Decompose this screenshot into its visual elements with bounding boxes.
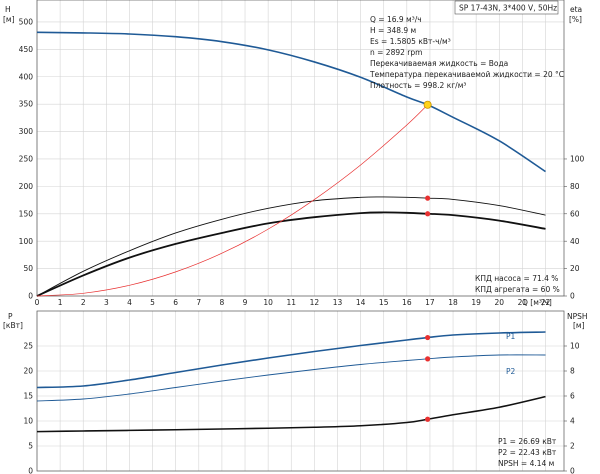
top-plot-frame xyxy=(36,0,565,297)
top-info-block: Q = 16.9 м³/ч H = 348.9 м Es = 1.5805 кВ… xyxy=(369,15,564,90)
top-x-tick-17: 17 xyxy=(425,298,435,307)
bottom-plot-frame xyxy=(36,310,565,472)
chart-title: SP 17-43N, 3*400 V, 50Hz xyxy=(459,4,557,13)
bottom-right-axis-label: NPSH xyxy=(567,312,588,321)
bottom-right-tick-6: 6 xyxy=(570,392,575,401)
top-right-tick-80: 80 xyxy=(570,182,580,191)
duty-point-marker xyxy=(423,100,432,109)
top-x-tick-6: 6 xyxy=(173,298,178,307)
info-p1: P1 = 26.69 кВт xyxy=(498,437,557,446)
chart-title-box xyxy=(454,0,559,15)
info-unit-efficiency: КПД агрегата = 60 % xyxy=(475,285,560,294)
bottom-operating-point-0 xyxy=(425,334,431,341)
series-label-p1: P1 xyxy=(506,332,516,341)
info-temperature: Температура перекачиваемой жидкости = 20… xyxy=(369,70,564,79)
axis-ticks: 0 1 2 3 4 5 6 7 8 9 10 11 12 13 14 15 16 17 18 19 20 21 220501… xyxy=(19,18,585,474)
top-right-axis-unit: [%] xyxy=(569,15,582,24)
top-left-tick-100: 100 xyxy=(19,237,34,246)
operating-points xyxy=(423,100,432,422)
info-liquid: Перекачиваемая жидкость = Вода xyxy=(370,59,508,68)
bottom-right-tick-4: 4 xyxy=(570,417,575,426)
top-series-eta-pump xyxy=(36,196,546,297)
top-left-tick-300: 300 xyxy=(19,127,34,136)
bottom-left-tick-0: 0 xyxy=(28,467,33,474)
bottom-series-p2 xyxy=(36,354,546,402)
top-x-tick-16: 16 xyxy=(402,298,412,307)
bottom-right-tick-8: 8 xyxy=(570,367,575,376)
bottom-left-tick-10: 10 xyxy=(23,417,33,426)
top-right-tick-20: 20 xyxy=(570,264,580,273)
top-x-tick-7: 7 xyxy=(196,298,201,307)
top-x-tick-14: 14 xyxy=(356,298,366,307)
bottom-operating-point-1 xyxy=(425,356,431,362)
top-left-axis-label: H xyxy=(5,5,11,14)
top-x-tick-21: 21 xyxy=(518,298,528,307)
x-axis-label: Q [м³/ч] xyxy=(522,298,552,307)
top-left-tick-400: 400 xyxy=(19,72,34,81)
top-operating-point-1 xyxy=(425,211,431,217)
top-right-tick-0: 0 xyxy=(570,292,575,301)
info-npsh: NPSH = 4.14 м xyxy=(498,459,554,468)
top-right-tick-40: 40 xyxy=(570,237,580,246)
top-series-eta-unit xyxy=(36,211,546,297)
top-left-tick-0: 0 xyxy=(28,292,33,301)
top-left-tick-200: 200 xyxy=(19,182,34,191)
chart-frames xyxy=(36,0,565,472)
top-x-tick-13: 13 xyxy=(333,298,343,307)
bottom-series-npsh xyxy=(36,395,546,433)
bottom-left-tick-5: 5 xyxy=(28,442,33,451)
top-left-tick-350: 350 xyxy=(19,100,34,109)
info-flow: Q = 16.9 м³/ч xyxy=(370,15,422,24)
top-x-tick-1: 1 xyxy=(58,298,63,307)
top-left-tick-150: 150 xyxy=(19,209,34,218)
info-pump-efficiency: КПД насоса = 71.4 % xyxy=(475,274,558,283)
top-right-axis-label: eta xyxy=(570,5,582,14)
top-left-axis-unit: [м] xyxy=(3,15,15,24)
bottom-right-tick-0: 0 xyxy=(570,467,575,474)
bottom-right-tick-10: 10 xyxy=(570,342,580,351)
top-x-tick-2: 2 xyxy=(81,298,86,307)
grid xyxy=(36,0,564,472)
bottom-operating-point-2 xyxy=(425,416,431,422)
info-head: H = 348.9 м xyxy=(370,26,416,35)
top-series-h xyxy=(36,31,546,173)
top-x-tick-11: 11 xyxy=(286,298,296,307)
top-series-system xyxy=(36,104,428,297)
info-energy: Es = 1.5805 кВт-ч/м³ xyxy=(370,37,451,46)
series-label-p2: P2 xyxy=(506,367,516,376)
bottom-right-tick-2: 2 xyxy=(570,442,575,451)
top-x-tick-12: 12 xyxy=(310,298,320,307)
top-right-tick-100: 100 xyxy=(570,155,585,164)
top-x-tick-5: 5 xyxy=(150,298,155,307)
top-x-tick-18: 18 xyxy=(448,298,458,307)
top-right-tick-60: 60 xyxy=(570,209,580,218)
top-x-tick-10: 10 xyxy=(263,298,273,307)
bottom-left-tick-15: 15 xyxy=(23,392,33,401)
bottom-left-tick-20: 20 xyxy=(23,367,33,376)
top-operating-point-0 xyxy=(425,195,431,201)
info-speed: n = 2892 rpm xyxy=(370,48,422,57)
info-p2: P2 = 22.43 кВт xyxy=(498,448,557,457)
top-x-tick-9: 9 xyxy=(243,298,248,307)
top-x-tick-4: 4 xyxy=(127,298,132,307)
bottom-left-axis-unit: [кВт] xyxy=(3,321,23,330)
info-density: Плотность = 998.2 кг/м³ xyxy=(370,81,466,90)
top-x-tick-15: 15 xyxy=(379,298,389,307)
top-left-tick-500: 500 xyxy=(19,18,34,27)
top-left-tick-250: 250 xyxy=(19,155,34,164)
top-x-tick-20: 20 xyxy=(495,298,505,307)
top-x-tick-22: 22 xyxy=(541,298,551,307)
top-left-tick-50: 50 xyxy=(23,264,33,273)
top-x-tick-19: 19 xyxy=(471,298,481,307)
top-x-tick-8: 8 xyxy=(220,298,225,307)
top-left-tick-450: 450 xyxy=(19,45,34,54)
series xyxy=(36,31,546,433)
top-x-tick-0: 0 xyxy=(35,298,40,307)
bottom-series-p1 xyxy=(36,331,546,389)
bottom-right-axis-unit: [м] xyxy=(573,321,585,330)
bottom-left-tick-25: 25 xyxy=(23,342,33,351)
bottom-left-axis-label: P xyxy=(8,312,13,321)
top-x-tick-3: 3 xyxy=(104,298,109,307)
